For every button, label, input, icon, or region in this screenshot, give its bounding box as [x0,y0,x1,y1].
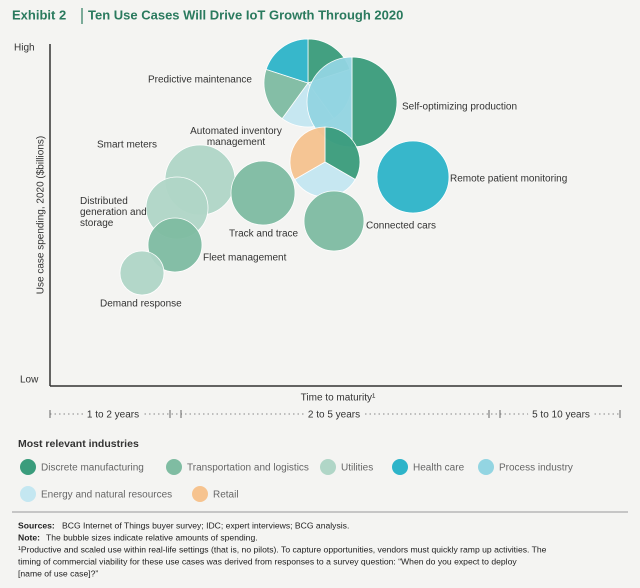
use-case-bubble [230,160,296,226]
use-case-bubble [289,126,361,198]
bubble [376,140,450,214]
use-case-label: Automated inventory management [190,126,282,148]
bubble [303,190,365,252]
legend-label: Energy and natural resources [41,490,172,501]
legend-label: Retail [213,490,239,501]
legend-swatch [20,459,36,475]
legend-swatch [166,459,182,475]
bubble [230,160,296,226]
footnote: [name of use case]?” [18,568,98,578]
legend-title: Most relevant industries [18,438,139,450]
footnote: timing of commercial viability for these… [18,556,517,566]
bubble [147,217,203,273]
footnote: ¹Productive and scaled use within real-l… [18,544,547,554]
bubble-segment [324,126,361,181]
sources-text: BCG Internet of Things buyer survey; IDC… [62,520,349,530]
bubble [119,250,165,296]
use-case-bubble [147,217,203,273]
legend-swatch [20,486,36,502]
y-axis-title: Use case spending, 2020 ($billions) [36,136,47,294]
maturity-range: 5 to 10 years [532,410,590,421]
use-case-label: Remote patient monitoring [450,174,567,185]
x-axis-title: Time to maturity¹ [301,393,376,404]
use-case-label: Connected cars [366,221,436,232]
sources-label: Sources: [18,520,55,530]
maturity-range: 1 to 2 years [87,410,139,421]
use-case-label: Track and trace [229,229,299,240]
chart-title: Ten Use Cases Will Drive IoT Growth Thro… [88,7,403,22]
maturity-range: 2 to 5 years [308,410,360,421]
use-case-label: Distributed generation and storage [80,196,147,229]
use-case-bubble [376,140,450,214]
legend-label: Discrete manufacturing [41,463,144,474]
legend-label: Transportation and logistics [187,463,309,474]
y-high-label: High [14,43,35,54]
bubble-segment [263,68,309,120]
exhibit-number: Exhibit 2 [12,7,66,22]
bubble-segment [289,126,326,181]
use-case-label: Smart meters [97,140,157,151]
note-label: Note: [18,532,40,542]
legend-swatch [478,459,494,475]
use-case-bubble [119,250,165,296]
use-case-bubble [303,190,365,252]
timeline [49,410,621,418]
legend-label: Utilities [341,463,373,474]
legend-swatch [392,459,408,475]
legend-swatch [320,459,336,475]
use-case-label: Demand response [100,299,182,310]
use-case-label: Predictive maintenance [148,75,252,86]
use-case-label: Fleet management [203,253,287,264]
use-case-label: Self-optimizing production [402,102,517,113]
y-low-label: Low [20,375,39,386]
legend-label: Process industry [499,463,573,474]
bubble-segment [265,38,309,84]
legend-label: Health care [413,463,465,474]
use-case-bubble [306,56,398,148]
legend-swatch [192,486,208,502]
bubble-segment [351,56,398,148]
note-text: The bubble sizes indicate relative amoun… [46,532,258,542]
